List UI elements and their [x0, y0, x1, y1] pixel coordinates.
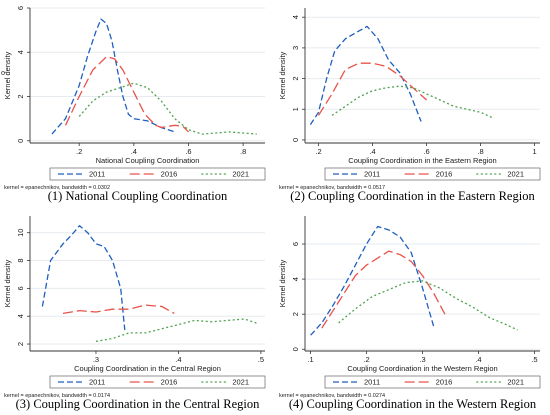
legend-label-2021: 2021 — [232, 378, 249, 387]
legend-label-2011: 2011 — [364, 170, 380, 179]
legend-label-2016: 2016 — [161, 170, 178, 179]
x-tick-label: .4 — [131, 147, 137, 156]
x-tick-label: .5 — [258, 355, 264, 364]
legend-label-2011: 2011 — [364, 378, 380, 387]
y-tick-label: 4 — [291, 277, 300, 281]
x-axis-label: Coupling Coordination in the Central Reg… — [74, 364, 221, 373]
plot-area — [305, 216, 540, 351]
legend-label-2021: 2021 — [507, 378, 524, 387]
y-tick-label: 4 — [16, 50, 25, 54]
y-tick-label: 4 — [16, 314, 25, 318]
x-axis-label: National Coupling Coordination — [96, 156, 200, 165]
x-tick-label: 1 — [533, 147, 537, 156]
y-tick-label: 3 — [291, 46, 300, 50]
stray-mark: o — [0, 71, 7, 75]
series-line-2011 — [309, 25, 422, 125]
y-tick-label: 8 — [16, 258, 25, 262]
x-tick-label: .4 — [175, 355, 181, 364]
y-tick-label: 0 — [291, 347, 300, 351]
legend-label-2016: 2016 — [436, 170, 453, 179]
legend-box — [324, 167, 541, 181]
panel-national: 0 2 4 6 .2 .4 .6 .8 Kernel density o National Coup… — [0, 0, 275, 207]
legend-label-2021: 2021 — [507, 170, 524, 179]
legend-box — [324, 375, 541, 389]
y-tick-label: 2 — [291, 312, 300, 316]
series-line-2011 — [310, 225, 435, 336]
y-tick-label: 2 — [16, 94, 25, 98]
y-axis-label: Kernel density — [3, 51, 12, 99]
panel-eastern: 0 1 2 3 4 .2 .4 .6 .8 1 Kernel density Coupling Coo… — [275, 0, 550, 207]
series-line-2016 — [317, 62, 428, 116]
y-axis-label: Kernel density — [3, 259, 12, 307]
y-axis-label: Kernel density — [278, 51, 287, 99]
chart-central: 2 4 6 8 10 .3 .4 .5 Kernel density Coupling Coord… — [3, 216, 266, 398]
x-tick-label: .3 — [93, 355, 99, 364]
y-tick-label: 1 — [291, 107, 300, 111]
x-tick-label: .1 — [307, 355, 313, 364]
y-tick-label: 0 — [16, 139, 25, 143]
x-tick-label: .2 — [315, 147, 321, 156]
kernel-note: kernel = epanechnikov, bandwidth = 0.017… — [4, 393, 110, 398]
x-tick-label: .2 — [363, 355, 369, 364]
x-tick-label: .6 — [423, 147, 429, 156]
y-tick-label: 2 — [16, 342, 25, 346]
legend-label-2016: 2016 — [436, 378, 453, 387]
legend-box — [49, 167, 266, 181]
x-axis-label: Coupling Coordination in the Eastern Reg… — [348, 156, 496, 165]
kernel-note: kernel = epanechnikov, bandwidth = 0.030… — [4, 185, 110, 190]
series-line-2021 — [338, 280, 518, 331]
y-tick-label: 6 — [16, 286, 25, 290]
x-axis-label: Coupling Coordination in the Western Reg… — [347, 364, 497, 373]
legend-label-2011: 2011 — [89, 378, 105, 387]
series-line-2016 — [62, 304, 175, 315]
series-line-2016 — [64, 56, 189, 133]
x-tick-label: .3 — [419, 355, 425, 364]
caption-western: (4) Coupling Coordination in the Western… — [288, 397, 537, 411]
panel-western: 0 2 4 6 .1 .2 .3 .4 .5 Kernel density Coupling Coo… — [275, 208, 550, 415]
legend-label-2021: 2021 — [232, 170, 249, 179]
legend-label-2011: 2011 — [89, 170, 105, 179]
y-tick-label: 6 — [291, 242, 300, 246]
x-tick-label: .5 — [531, 355, 537, 364]
caption-national: (1) National Coupling Coordination — [47, 189, 228, 203]
series-line-2021 — [331, 85, 495, 120]
y-tick-label: 4 — [291, 15, 300, 19]
y-tick-label: 2 — [291, 76, 300, 80]
plot-area — [305, 8, 540, 143]
legend-box — [49, 375, 266, 389]
chart-western: 0 2 4 6 .1 .2 .3 .4 .5 Kernel density Coupling Coo… — [278, 216, 541, 398]
y-tick-label: 6 — [16, 6, 25, 10]
series-line-2011 — [41, 225, 126, 331]
plot-area — [30, 8, 265, 143]
kernel-note: kernel = epanechnikov, bandwidth = 0.051… — [279, 185, 385, 190]
y-tick-label: 0 — [291, 138, 300, 142]
x-tick-label: .8 — [477, 147, 483, 156]
plot-area — [30, 216, 265, 351]
panel-central: 2 4 6 8 10 .3 .4 .5 Kernel density Coupling Coord… — [0, 208, 275, 415]
kernel-note: kernel = epanechnikov, bandwidth = 0.027… — [279, 393, 385, 398]
legend-label-2016: 2016 — [161, 378, 178, 387]
x-tick-label: .6 — [185, 147, 191, 156]
y-tick-label: 10 — [16, 229, 25, 237]
series-line-2021 — [95, 318, 258, 342]
caption-eastern: (2) Coupling Coordination in the Eastern… — [290, 189, 535, 203]
x-tick-label: .4 — [369, 147, 375, 156]
x-tick-label: .8 — [240, 147, 246, 156]
x-tick-label: .2 — [76, 147, 82, 156]
chart-eastern: 0 1 2 3 4 .2 .4 .6 .8 1 Kernel density Coupling Coo… — [278, 8, 541, 190]
y-axis-label: Kernel density — [278, 259, 287, 307]
x-tick-label: .4 — [475, 355, 481, 364]
caption-central: (3) Coupling Coordination in the Central… — [15, 397, 260, 411]
series-line-2011 — [51, 18, 176, 135]
